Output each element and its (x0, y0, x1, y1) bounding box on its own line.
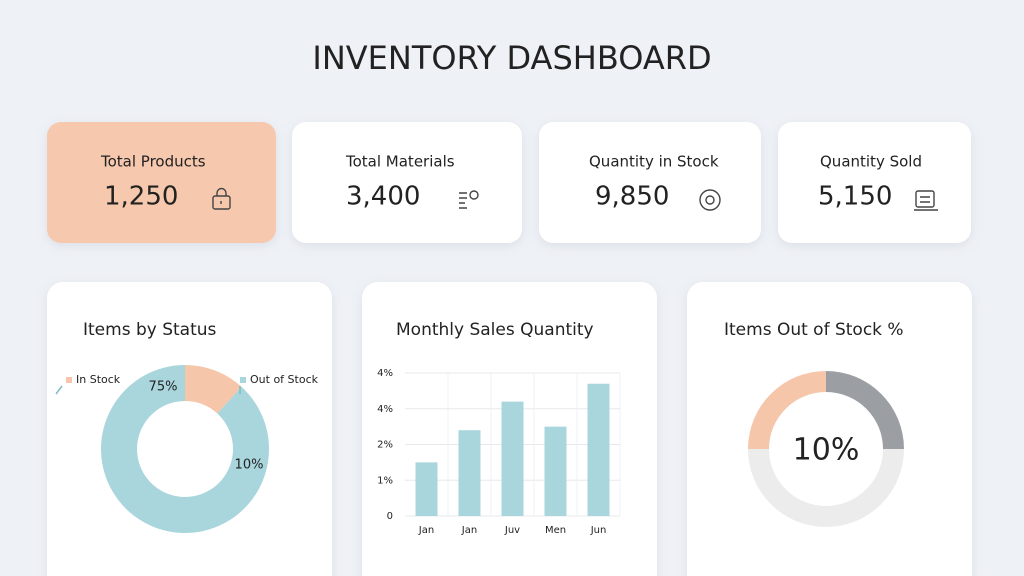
target-icon (699, 189, 721, 211)
x-tick-label: Men (545, 525, 566, 536)
panel (687, 282, 972, 576)
card-label: Quantity in Stock (589, 153, 719, 171)
card (539, 122, 761, 243)
bar (501, 401, 524, 516)
dashboard-title: INVENTORY DASHBOARD (312, 39, 711, 77)
card-label: Total Materials (345, 153, 455, 171)
target-icon-center (705, 195, 715, 205)
bag-icon (212, 195, 231, 210)
y-tick-label: 0 (387, 511, 393, 522)
card-icons (212, 187, 938, 211)
bag-icon-handle (216, 187, 227, 204)
donut-segment (185, 365, 242, 414)
x-tick-label: Jan (418, 525, 434, 536)
chart-title: Items Out of Stock % (724, 320, 904, 340)
data-label: 75% (149, 380, 178, 395)
bar (415, 462, 438, 516)
y-tick-label: 4% (377, 368, 393, 379)
card-label: Total Products (100, 153, 206, 171)
bar (458, 430, 481, 516)
chart-title: Items by Status (83, 320, 217, 340)
receipt-icon-lines (914, 196, 938, 211)
card-value: 9,850 (595, 182, 669, 212)
bar (544, 426, 567, 516)
y-tick-label: 1% (377, 475, 393, 486)
list-icon-circle (469, 190, 479, 200)
legend-swatch (240, 377, 246, 383)
x-tick-label: Juv (504, 525, 520, 536)
card-label: Quantity Sold (820, 153, 922, 171)
legend-swatch (66, 377, 72, 383)
legend-label: Out of Stock (250, 373, 319, 386)
card-value: 3,400 (346, 182, 420, 212)
data-label: 10% (235, 458, 264, 473)
cards: Total Products 1,250 Total Materials 3,4… (47, 122, 971, 243)
donut-segment (826, 371, 904, 449)
y-tick-label: 2% (377, 440, 393, 451)
panel (47, 282, 332, 576)
card (778, 122, 971, 243)
card (47, 122, 276, 243)
x-tick-label: Jan (461, 525, 477, 536)
card-value: 1,250 (104, 182, 178, 212)
chart-title: Monthly Sales Quantity (396, 320, 594, 340)
x-tick-label: Jun (590, 525, 607, 536)
card-value: 5,150 (818, 182, 892, 212)
donut-segment (748, 371, 826, 449)
legend-leader (55, 385, 63, 395)
donut-segment (748, 449, 904, 527)
donut-segment (101, 365, 270, 533)
card (292, 122, 522, 243)
receipt-icon (915, 190, 935, 208)
y-tick-label: 4% (377, 404, 393, 415)
center-label: 10% (793, 433, 860, 468)
list-icon (459, 192, 467, 209)
bar (587, 383, 610, 516)
legend-label: In Stock (76, 373, 121, 386)
